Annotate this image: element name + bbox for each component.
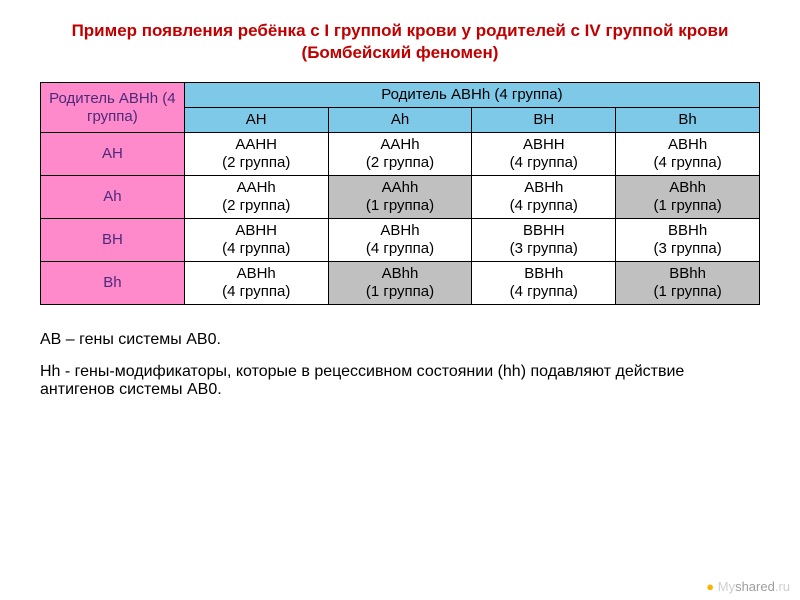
punnett-cell: AAHh(2 группа) <box>184 176 328 219</box>
watermark-suffix: shared <box>735 579 775 594</box>
corner-label: Родитель ABHh (4 группа) <box>41 83 185 133</box>
watermark-dot-icon: ● <box>706 579 714 594</box>
punnett-cell: AAHH(2 группа) <box>184 133 328 176</box>
row-header: Bh <box>41 262 185 305</box>
punnett-cell: ABhh(1 группа) <box>328 262 472 305</box>
col-header: BH <box>472 108 616 133</box>
row-header: Ah <box>41 176 185 219</box>
watermark-prefix: My <box>718 579 735 594</box>
watermark-domain: .ru <box>775 579 790 594</box>
punnett-cell: AAhh(1 группа) <box>328 176 472 219</box>
punnett-cell: ABHh(4 группа) <box>184 262 328 305</box>
punnett-cell: BBHh(3 группа) <box>616 219 760 262</box>
punnett-cell: AAHh(2 группа) <box>328 133 472 176</box>
watermark: ● Myshared.ru <box>706 579 790 594</box>
page-title: Пример появления ребёнка с I группой кро… <box>40 20 760 64</box>
punnett-cell: ABhh(1 группа) <box>616 176 760 219</box>
col-header: AH <box>184 108 328 133</box>
footer-line-2: Hh - гены-модификаторы, которые в рецесс… <box>40 363 760 399</box>
row-header: BH <box>41 219 185 262</box>
punnett-cell: ABHh(4 группа) <box>472 176 616 219</box>
punnett-cell: BBHh(4 группа) <box>472 262 616 305</box>
punnett-cell: BBHH(3 группа) <box>472 219 616 262</box>
row-header: AH <box>41 133 185 176</box>
punnett-cell: ABHh(4 группа) <box>328 219 472 262</box>
punnett-cell: BBhh(1 группа) <box>616 262 760 305</box>
top-label: Родитель ABHh (4 группа) <box>184 83 759 108</box>
punnett-cell: ABHH(4 группа) <box>472 133 616 176</box>
footer-line-1: AB – гены системы AB0. <box>40 331 760 349</box>
punnett-cell: ABHH(4 группа) <box>184 219 328 262</box>
punnett-cell: ABHh(4 группа) <box>616 133 760 176</box>
punnett-table: Родитель ABHh (4 группа) Родитель ABHh (… <box>40 82 760 305</box>
footer-notes: AB – гены системы AB0. Hh - гены-модифик… <box>40 331 760 399</box>
col-header: Ah <box>328 108 472 133</box>
col-header: Bh <box>616 108 760 133</box>
